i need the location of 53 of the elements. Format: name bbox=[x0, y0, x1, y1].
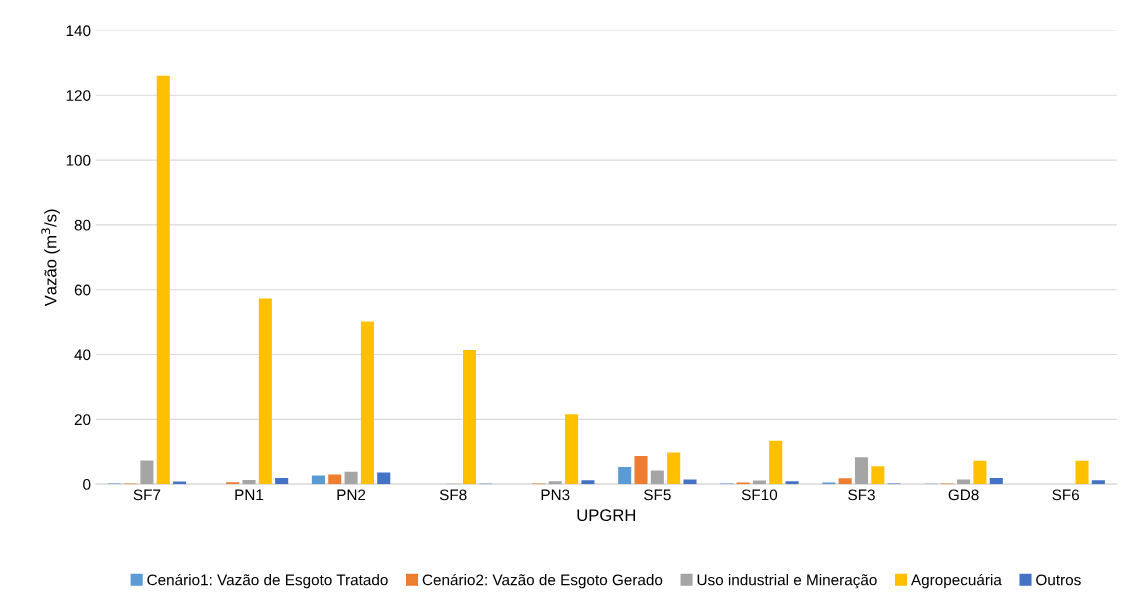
legend-label: Cenário2: Vazão de Esgoto Gerado bbox=[422, 573, 663, 589]
bar bbox=[634, 455, 648, 485]
y-tick-label: 0 bbox=[83, 479, 91, 490]
legend-label: Agropecuária bbox=[910, 573, 1002, 589]
y-axis-title: Vazão (m$^{3}$/s) bbox=[41, 209, 60, 307]
y-tick-label: 100 bbox=[66, 154, 91, 166]
y-tick-label: 60 bbox=[74, 284, 91, 296]
y-tick-label: 80 bbox=[74, 219, 91, 231]
bar bbox=[156, 75, 170, 485]
bar bbox=[581, 480, 595, 485]
bar bbox=[360, 321, 374, 485]
x-tick-label: PN3 bbox=[541, 489, 570, 501]
bar bbox=[311, 475, 325, 485]
x-tick-label: SF6 bbox=[1052, 489, 1080, 501]
legend-label: Cenário1: Vazão de Esgoto Tratado bbox=[147, 573, 388, 589]
bar bbox=[377, 472, 391, 485]
y-tick-label: 120 bbox=[66, 90, 91, 101]
bar bbox=[140, 460, 154, 485]
bar bbox=[1075, 460, 1089, 485]
bar bbox=[462, 349, 477, 485]
bar bbox=[1091, 480, 1105, 485]
bar bbox=[344, 471, 358, 485]
bar bbox=[989, 478, 1003, 485]
legend-label: Outros bbox=[1036, 574, 1081, 586]
bar bbox=[328, 474, 342, 485]
bar bbox=[258, 298, 272, 485]
x-tick-label: GD8 bbox=[948, 489, 979, 501]
y-tick-label: 40 bbox=[74, 349, 91, 361]
bar bbox=[871, 466, 885, 485]
bar bbox=[242, 479, 256, 485]
x-tick-label: PN2 bbox=[337, 489, 366, 501]
bar bbox=[785, 481, 799, 485]
bar bbox=[650, 470, 664, 485]
bar bbox=[769, 440, 783, 485]
bar bbox=[275, 478, 289, 485]
x-tick-label: SF3 bbox=[848, 489, 875, 501]
bar bbox=[667, 452, 681, 485]
x-tick-label: SF10 bbox=[741, 489, 778, 501]
bar bbox=[618, 466, 632, 485]
x-tick-label: SF8 bbox=[439, 489, 467, 501]
bar bbox=[973, 460, 987, 485]
x-axis-title: UPGRH bbox=[577, 509, 636, 522]
x-tick-label: PN1 bbox=[235, 489, 264, 501]
y-tick-label: 20 bbox=[74, 414, 91, 426]
bar bbox=[565, 414, 579, 485]
legend-label: Uso industrial e Mineração bbox=[697, 574, 877, 589]
bar bbox=[854, 457, 869, 485]
bar bbox=[548, 481, 562, 485]
bar bbox=[838, 478, 852, 485]
x-tick-label: SF5 bbox=[644, 489, 671, 501]
x-tick-label: SF7 bbox=[133, 489, 161, 501]
y-tick-label: 140 bbox=[66, 25, 91, 37]
bar bbox=[683, 479, 697, 485]
